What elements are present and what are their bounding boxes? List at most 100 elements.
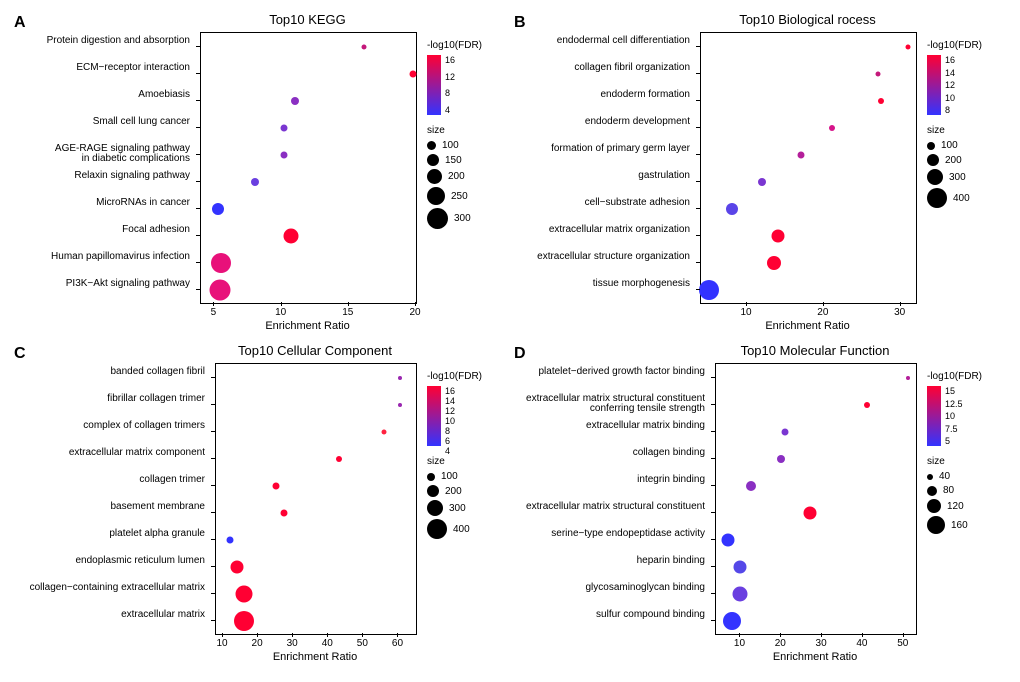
x-tick-label: 15 [342, 307, 353, 318]
y-label: collagen−containing extracellular matrix [6, 583, 209, 594]
size-legend-row: 200 [927, 154, 982, 166]
color-tick: 10 [445, 416, 455, 426]
chart-area: Top10 Biological rocessendodermal cell d… [510, 10, 1010, 341]
color-tick: 10 [945, 411, 963, 421]
y-label: Relaxin signaling pathway [6, 171, 194, 182]
y-label: collagen binding [506, 448, 709, 459]
panel-c: CTop10 Cellular Componentbanded collagen… [10, 341, 510, 672]
size-legend-label: 300 [454, 213, 471, 224]
x-tick-label: 40 [856, 638, 867, 649]
y-axis-labels: platelet−derived growth factor bindingex… [510, 363, 713, 633]
data-point [234, 611, 254, 631]
size-legend-dot [927, 142, 935, 150]
size-legend-label: 300 [949, 172, 966, 183]
y-label: endoderm development [506, 117, 694, 128]
y-label: AGE-RAGE signaling pathway in diabetic c… [6, 144, 194, 165]
x-tick-label: 10 [741, 307, 752, 318]
x-tick-label: 20 [409, 307, 420, 318]
data-point [699, 280, 719, 300]
chart-title: Top10 Biological rocess [700, 12, 915, 27]
panel-b: BTop10 Biological rocessendodermal cell … [510, 10, 1010, 341]
y-label: endodermal cell differentiation [506, 36, 694, 47]
size-legend-label: 200 [945, 155, 962, 166]
data-point [281, 124, 288, 131]
panel-d: DTop10 Molecular Functionplatelet−derive… [510, 341, 1010, 672]
y-label: fibrillar collagen trimer [6, 394, 209, 405]
y-label: platelet−derived growth factor binding [506, 367, 709, 378]
x-tick-label: 60 [392, 638, 403, 649]
size-legend-title: size [927, 125, 982, 136]
data-point [906, 44, 911, 49]
y-label: platelet alpha granule [6, 529, 209, 540]
data-point [212, 203, 224, 215]
size-legend-dot [927, 516, 945, 534]
x-tick-label: 5 [211, 307, 217, 318]
data-point [722, 533, 735, 546]
size-legend-row: 400 [927, 188, 982, 208]
size-legend-dot [427, 485, 439, 497]
y-label: glycosaminoglycan binding [506, 583, 709, 594]
data-point [758, 178, 766, 186]
color-tick: 15 [945, 386, 963, 396]
chart-area: Top10 KEGGProtein digestion and absorpti… [10, 10, 510, 341]
chart-title: Top10 Molecular Function [715, 343, 915, 358]
x-tick-label: 30 [287, 638, 298, 649]
legend: -log10(FDR)1512.5107.55size4080120160 [927, 371, 982, 537]
size-legend-title: size [427, 125, 482, 136]
x-tick-label: 20 [252, 638, 263, 649]
size-legend-title: size [427, 456, 482, 467]
x-tick-label: 10 [216, 638, 227, 649]
size-legend-dot [427, 154, 439, 166]
color-bar [927, 55, 941, 115]
color-tick: 4 [445, 105, 455, 115]
y-label: complex of collagen trimers [6, 421, 209, 432]
y-label: endoplasmic reticulum lumen [6, 556, 209, 567]
x-tick-label: 20 [775, 638, 786, 649]
x-tick-label: 20 [817, 307, 828, 318]
x-tick-label: 50 [357, 638, 368, 649]
data-point [829, 125, 835, 131]
color-tick: 7.5 [945, 424, 963, 434]
y-label: heparin binding [506, 556, 709, 567]
y-label: collagen fibril organization [506, 63, 694, 74]
size-legend-label: 160 [951, 520, 968, 531]
plot-region [715, 363, 917, 635]
x-tick-label: 40 [322, 638, 333, 649]
data-point [734, 560, 747, 573]
y-label: Protein digestion and absorption [6, 36, 194, 47]
data-point [398, 376, 402, 380]
y-label: integrin binding [506, 475, 709, 486]
size-legend-dot [427, 141, 436, 150]
chart-area: Top10 Molecular Functionplatelet−derived… [510, 341, 1010, 672]
y-label: PI3K−Akt signaling pathway [6, 279, 194, 290]
color-tick: 12 [445, 72, 455, 82]
x-axis-label: Enrichment Ratio [200, 320, 415, 332]
chart-title: Top10 KEGG [200, 12, 415, 27]
data-point [211, 253, 231, 273]
color-tick: 12 [445, 406, 455, 416]
y-label: serine−type endopeptidase activity [506, 529, 709, 540]
size-legend-label: 40 [939, 471, 950, 482]
x-tick-label: 30 [816, 638, 827, 649]
size-legend-label: 300 [449, 503, 466, 514]
y-label: collagen trimer [6, 475, 209, 486]
size-legend-row: 400 [427, 519, 482, 539]
color-tick: 12.5 [945, 399, 963, 409]
y-label: Amoebiasis [6, 90, 194, 101]
y-label: ECM−receptor interaction [6, 63, 194, 74]
plot-region [700, 32, 917, 304]
size-legend-dot [427, 208, 448, 229]
x-axis-label: Enrichment Ratio [715, 651, 915, 663]
size-legend-row: 80 [927, 485, 982, 496]
color-legend-title: -log10(FDR) [427, 371, 482, 382]
size-legend-label: 400 [953, 193, 970, 204]
color-tick: 8 [945, 105, 955, 115]
y-label: banded collagen fibril [6, 367, 209, 378]
size-legend-label: 100 [441, 471, 458, 482]
data-point [410, 70, 417, 77]
data-point [236, 585, 253, 602]
color-tick: 10 [945, 93, 955, 103]
data-point [723, 612, 741, 630]
size-legend-dot [927, 188, 947, 208]
size-legend-row: 100 [427, 140, 482, 151]
